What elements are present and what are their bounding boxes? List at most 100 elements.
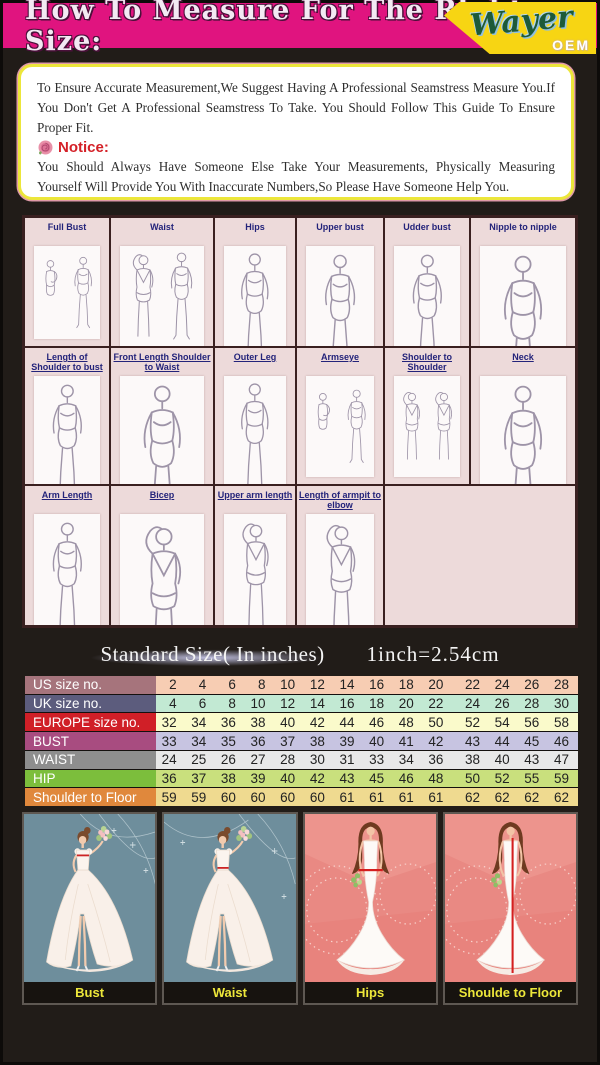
size-value: 28	[524, 696, 540, 712]
fig-back-sketch-icon	[402, 391, 420, 460]
size-row-values: 33 34 35 36 37 38 39 40 41 42 43 44 45 46	[156, 732, 578, 750]
size-section-title: Standard Size( In inches)	[60, 641, 355, 667]
size-value: 62	[465, 789, 481, 805]
size-table-row: HIP 36 37 38 39 40 42 43 45 46 48 50 52 55 59	[25, 769, 578, 788]
size-table-row: US size no. 2 4 6 8 10 12 14 16 18 20 22 24 26 28	[25, 676, 578, 694]
size-row-label: EUROPE size no.	[25, 713, 156, 732]
panel-label: Bust	[24, 982, 156, 1003]
size-value: 31	[339, 752, 355, 768]
size-value: 46	[398, 770, 414, 786]
fig-back-sketch-icon	[242, 523, 269, 625]
waist-panel: Waist	[162, 812, 298, 1005]
fig-front-sketch-icon	[503, 386, 543, 484]
fig-front-sketch-icon	[324, 254, 356, 346]
sketch-panel	[34, 514, 100, 625]
sketch-panel	[224, 246, 286, 346]
measure-cell: Nipple to nipple	[471, 218, 575, 346]
measure-cell: Full Bust	[25, 218, 109, 346]
bride-shoulder-floor-illustration-icon	[444, 814, 576, 975]
fig-front-sketch-icon	[170, 252, 193, 340]
measure-cell	[385, 486, 575, 625]
panel-label: Shoulde to Floor	[444, 982, 576, 1003]
size-value: 47	[553, 752, 569, 768]
size-table-row: Shoulder to Floor 59 59 60 60 60 60 61 61 61 61 62 6…	[25, 788, 578, 807]
panel-label: Hips	[304, 982, 436, 1003]
size-table-row: EUROPE size no. 32 34 36 38 40 42 44 46 48 50 52 54 5…	[25, 713, 578, 732]
sketch-panel	[394, 246, 460, 346]
size-table-row: WAIST 24 25 26 27 28 30 31 33 34 36 38 40 43 47	[25, 750, 578, 769]
size-value: 46	[369, 714, 385, 730]
measurement-intro-text: To Ensure Accurate Measurement,We Sugges…	[37, 80, 555, 135]
sketch-panel	[34, 376, 100, 484]
size-row-values: 24 25 26 27 28 30 31 33 34 36 38 40 43 47	[156, 750, 578, 769]
size-value: 30	[553, 696, 569, 712]
size-value: 34	[191, 714, 207, 730]
size-value: 50	[428, 714, 444, 730]
measure-cell: Neck	[471, 348, 575, 484]
fig-back-sketch-icon	[132, 254, 154, 337]
measure-label: Upper bust	[316, 222, 364, 232]
size-value: 48	[398, 714, 414, 730]
fig-side-sketch-icon	[45, 259, 57, 296]
sketch-panel	[120, 514, 204, 625]
size-value: 25	[191, 752, 207, 768]
fig-front-sketch-icon	[241, 253, 269, 346]
notice-box: To Ensure Accurate Measurement,We Sugges…	[18, 64, 574, 200]
measure-label: Length of Shoulder to bust	[31, 352, 103, 373]
measure-cell: Length of Shoulder to bust	[25, 348, 109, 484]
sketch-panel	[120, 246, 204, 346]
fig-front-sketch-icon	[74, 256, 92, 328]
size-value: 59	[553, 770, 569, 786]
measure-label: Nipple to nipple	[489, 222, 557, 232]
measure-label: Armseye	[320, 352, 360, 362]
inch-conversion: 1inch=2.54cm	[366, 641, 500, 666]
bride-hips-illustration-icon	[304, 814, 436, 975]
size-value: 52	[494, 770, 510, 786]
size-value: 14	[339, 677, 355, 693]
dress-panels: Bust	[22, 812, 578, 1005]
size-value: 34	[398, 752, 414, 768]
size-value: 62	[524, 789, 540, 805]
fig-back-sketch-icon	[145, 526, 181, 625]
fig-front-sketch-icon	[241, 383, 269, 484]
size-value: 38	[250, 714, 266, 730]
measure-label: Front Length Shoulder to Waist	[113, 352, 211, 373]
sketch-panel	[480, 376, 566, 484]
size-value: 18	[398, 677, 414, 693]
shoulder-to-floor-panel: Shoulde to Floor	[442, 812, 578, 1005]
sketch-panel	[224, 376, 286, 484]
rose-icon	[38, 140, 53, 155]
size-value: 38	[309, 733, 325, 749]
size-value: 61	[339, 789, 355, 805]
size-value: 20	[398, 696, 414, 712]
size-value: 46	[553, 733, 569, 749]
measure-label: Outer Leg	[233, 352, 277, 362]
measure-label: Length of armpit to elbow	[299, 490, 381, 511]
size-value: 42	[309, 770, 325, 786]
size-value: 58	[553, 714, 569, 730]
size-value: 10	[280, 677, 296, 693]
size-value: 24	[494, 677, 510, 693]
size-value: 40	[369, 733, 385, 749]
size-value: 34	[191, 733, 207, 749]
measure-cell: Arm Length	[25, 486, 109, 625]
size-value: 33	[369, 752, 385, 768]
size-value: 48	[428, 770, 444, 786]
size-value: 22	[428, 696, 444, 712]
size-row-values: 2 4 6 8 10 12 14 16 18 20 22 24 26 28	[156, 676, 578, 694]
measure-label: Full Bust	[47, 222, 87, 232]
size-value: 60	[250, 789, 266, 805]
size-value: 4	[198, 677, 207, 693]
size-value: 42	[428, 733, 444, 749]
sketch-panel	[306, 376, 374, 477]
size-value: 40	[280, 714, 296, 730]
size-value: 16	[369, 677, 385, 693]
bride-bust-illustration-icon	[46, 814, 156, 972]
sketch-panel	[306, 246, 374, 346]
size-table-row: UK size no. 4 6 8 10 12 14 16 18 20 22 24 26 28 30	[25, 694, 578, 713]
size-value: 10	[250, 696, 266, 712]
size-row-label: BUST	[25, 732, 156, 750]
size-value: 40	[494, 752, 510, 768]
size-band: Standard Size( In inches) 1inch=2.54cm	[0, 636, 600, 672]
size-value: 44	[339, 714, 355, 730]
